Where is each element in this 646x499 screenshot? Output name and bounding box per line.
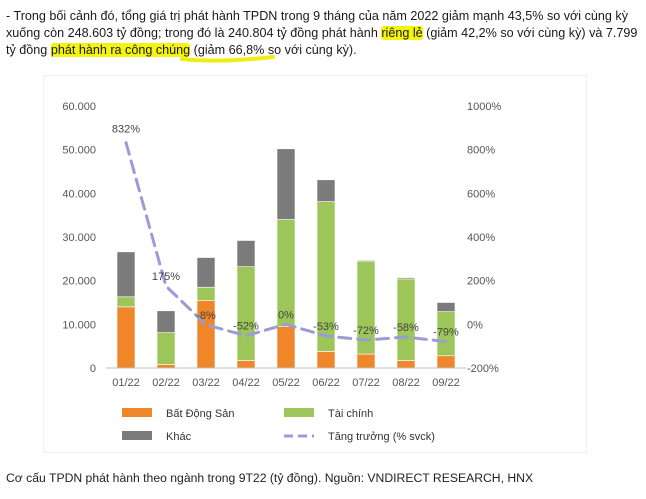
highlight-cong-chung: phát hành ra công chúng (50, 43, 191, 57)
bar-segment (356, 353, 376, 369)
chart-panel: 0 10.000 20.000 30.000 40.000 50.000 60.000 -2… (44, 76, 586, 452)
legend-label: Tăng trưởng (% svck) (328, 431, 435, 443)
bar-segment (156, 332, 176, 365)
stacked-bar-chart: 0 10.000 20.000 30.000 40.000 50.000 60.000 -2… (62, 101, 501, 443)
bar-segment (116, 296, 136, 308)
growth-data-label: 832% (112, 124, 140, 136)
legend-swatch (284, 408, 314, 417)
y-right-tick-label: -200% (467, 363, 499, 375)
highlight-rieng-le: riêng lẻ (381, 26, 423, 40)
y-left-tick-label: 60.000 (62, 101, 96, 113)
bar-segment (156, 364, 176, 369)
growth-data-label: 0% (278, 309, 294, 321)
growth-series-line (124, 141, 448, 344)
bar-segment (236, 360, 256, 369)
article-paragraph: - Trong bối cảnh đó, tổng giá trị phát h… (6, 8, 638, 59)
bars (116, 148, 456, 369)
x-tick-label: 01/22 (112, 377, 140, 389)
paragraph-text-3: (giảm 66,8% so với cùng kỳ). (190, 43, 357, 57)
legend-label: Bất Động Sản (166, 408, 235, 420)
legend: Bất Động Sản Tài chính Khác Tăng trưởng (% … (122, 408, 435, 443)
x-tick-label: 06/22 (312, 377, 340, 389)
growth-data-label: -58% (393, 322, 419, 334)
bar-segment (396, 277, 416, 280)
y-right-tick-label: 600% (467, 188, 495, 200)
y-right-tick-label: 0% (467, 319, 483, 331)
growth-data-labels: 832% 175% -8% -52% 0% -53% -72% -58% -79% (112, 124, 459, 339)
bar-segment (396, 278, 416, 361)
x-axis-labels: 01/22 02/22 03/22 04/22 05/22 06/22 07/22 08/22… (112, 377, 460, 389)
y-axis-right: -200% 0% 200% 400% 600% 800% 1000% (467, 101, 501, 375)
x-tick-label: 03/22 (192, 377, 220, 389)
x-tick-label: 09/22 (432, 377, 460, 389)
y-right-tick-label: 1000% (467, 101, 501, 113)
bar-segment (156, 310, 176, 333)
x-tick-label: 02/22 (152, 377, 180, 389)
x-tick-label: 04/22 (232, 377, 260, 389)
y-right-tick-label: 200% (467, 276, 495, 288)
legend-swatch (122, 431, 152, 440)
bar-segment (116, 306, 136, 369)
bar-segment (436, 355, 456, 369)
bar-segment (356, 259, 376, 262)
y-left-tick-label: 40.000 (62, 188, 96, 200)
legend-label: Khác (166, 431, 192, 443)
bar-segment (196, 257, 216, 288)
legend-swatch (122, 408, 152, 417)
growth-data-label: -8% (196, 310, 216, 322)
bar-segment (316, 351, 336, 369)
growth-data-label: -52% (233, 321, 259, 333)
bar-segment (236, 266, 256, 361)
growth-data-label: 175% (152, 271, 180, 283)
legend-label: Tài chính (328, 408, 373, 420)
y-left-tick-label: 10.000 (62, 319, 96, 331)
chart-caption: Cơ cấu TPDN phát hành theo ngành trong 9… (6, 471, 534, 485)
growth-data-label: -53% (313, 321, 339, 333)
bar-segment (396, 360, 416, 369)
bar-segment (276, 148, 296, 220)
bar-segment (316, 179, 336, 202)
growth-line (124, 141, 448, 344)
y-left-tick-label: 30.000 (62, 232, 96, 244)
x-tick-label: 07/22 (352, 377, 380, 389)
growth-data-label: -72% (353, 325, 379, 337)
x-tick-label: 08/22 (392, 377, 420, 389)
paragraph-text-1: - Trong bối cảnh đó, tổng giá trị phát h… (6, 9, 628, 40)
bar-segment (276, 326, 296, 369)
y-left-tick-label: 50.000 (62, 145, 96, 157)
highlight-underline-stroke (180, 55, 275, 63)
bar-segment (196, 286, 216, 301)
bar-segment (436, 302, 456, 312)
x-tick-label: 05/22 (272, 377, 300, 389)
bar-segment (116, 251, 136, 298)
y-left-tick-label: 20.000 (62, 276, 96, 288)
growth-data-label: -79% (433, 327, 459, 339)
y-right-tick-label: 400% (467, 232, 495, 244)
y-axis-left: 0 10.000 20.000 30.000 40.000 50.000 60.000 (62, 101, 96, 375)
y-right-tick-label: 800% (467, 145, 495, 157)
paragraph-text-2: (giảm 42,2% so với cùng kỳ) và 7.799 tỷ … (6, 26, 638, 57)
y-left-tick-label: 0 (90, 363, 96, 375)
bar-segment (236, 240, 256, 267)
